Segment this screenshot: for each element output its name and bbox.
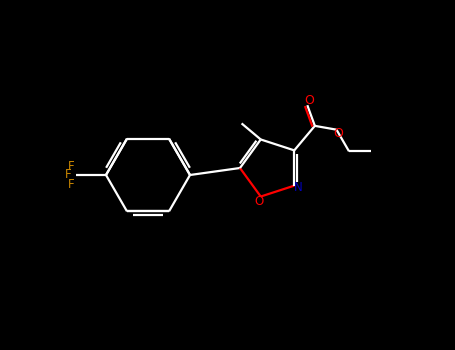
Text: O: O <box>254 195 263 208</box>
Text: O: O <box>334 127 344 140</box>
Text: F: F <box>68 160 74 173</box>
Text: N: N <box>294 181 303 194</box>
Text: F: F <box>68 177 74 190</box>
Text: F: F <box>65 168 71 182</box>
Text: O: O <box>304 94 314 107</box>
